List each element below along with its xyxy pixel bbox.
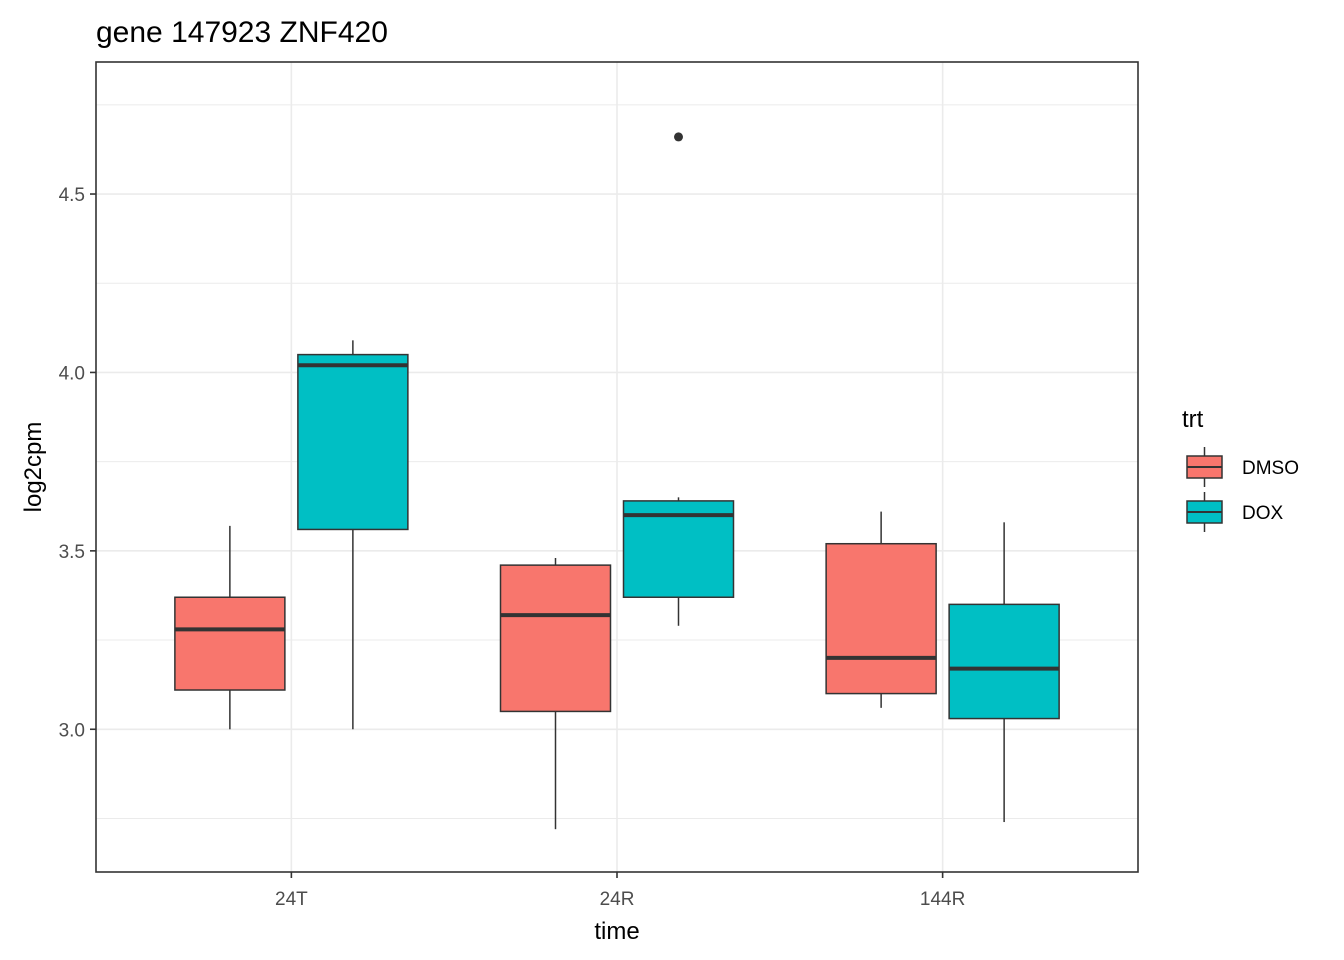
legend-item-dmso: DMSO [1186,447,1299,487]
y-tick-label: 4.0 [59,363,85,384]
outlier-point [674,132,683,142]
box-body [825,542,937,695]
y-tick-label: 4.5 [59,185,85,206]
chart-title: gene 147923 ZNF420 [96,16,388,49]
box-dox-24r [622,497,735,626]
box-dmso-24r [499,557,612,830]
plot-panel [96,62,1138,872]
legend-label: DOX [1242,503,1284,524]
legend-label: DMSO [1242,458,1299,479]
box-layer [174,132,1060,830]
x-tick-label: 24T [275,889,308,910]
legend-title: trt [1182,406,1204,433]
box-body [297,353,409,531]
axes-layer: 3.0 3.5 4.0 4.5 24T 24R 144R [59,61,1139,910]
legend: trt DMSO DOX [1182,406,1299,532]
box-dox-24t [297,340,409,730]
box-body [948,603,1060,720]
legend-item-dox: DOX [1186,492,1284,532]
box-dmso-144r [825,511,937,708]
box-dox-144r [948,522,1060,823]
y-axis-title: log2cpm [20,422,47,513]
x-tick-label: 24R [600,889,635,910]
x-tick-label: 144R [920,889,965,910]
x-axis-title: time [594,918,639,945]
y-tick-label: 3.0 [59,720,85,741]
box-body [499,564,612,713]
box-body [174,596,286,691]
y-tick-label: 3.5 [59,542,85,563]
box-dmso-24t [174,525,286,730]
